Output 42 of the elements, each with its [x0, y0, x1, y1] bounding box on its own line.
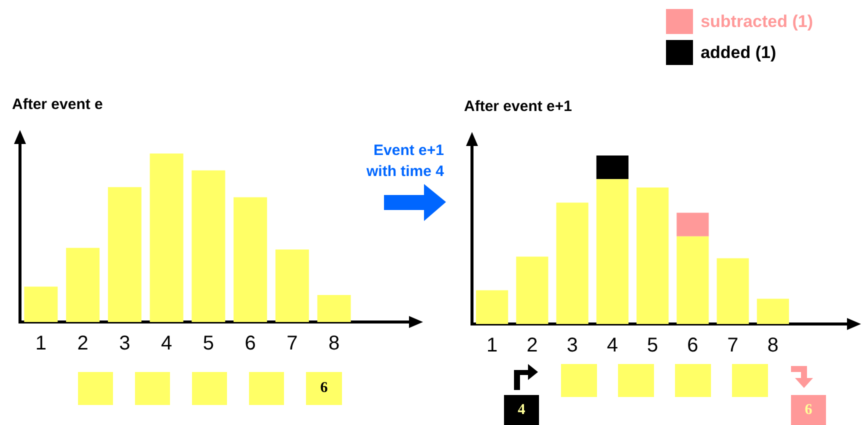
x-tick-label: 2 — [526, 334, 538, 357]
text: Event e+1 with time 4 — [365, 141, 444, 182]
x-tick-label: 4 — [606, 334, 618, 357]
text: 6 — [804, 402, 812, 418]
bar — [192, 170, 226, 322]
bar — [756, 298, 789, 324]
bar — [24, 286, 58, 322]
bar — [275, 250, 309, 322]
x-tick-label: 7 — [727, 334, 738, 357]
text: 4 — [518, 402, 526, 418]
x-tick-label: 2 — [77, 332, 88, 355]
x-tick-label: 5 — [202, 332, 214, 355]
x-tick-label: 5 — [647, 334, 658, 357]
x-tick-label: 8 — [328, 332, 340, 355]
x-tick-label: 6 — [687, 334, 698, 357]
text: 6 — [320, 380, 328, 397]
bar — [317, 295, 351, 322]
bar — [636, 188, 669, 324]
bar — [66, 248, 100, 322]
chart-title: After event e+1 — [464, 98, 572, 116]
x-tick-label: 7 — [286, 332, 298, 355]
bar — [676, 212, 709, 236]
x-tick-label: 3 — [566, 334, 578, 357]
bar — [516, 256, 548, 324]
bar — [596, 179, 628, 324]
bar — [596, 155, 628, 180]
x-tick-label: 1 — [486, 334, 498, 357]
bar — [676, 236, 709, 324]
legend-label: subtracted (1) — [700, 12, 813, 32]
x-tick-label: 6 — [244, 332, 256, 355]
legend-label: added (1) — [700, 42, 776, 62]
bar — [716, 258, 749, 324]
chart-title: After event e — [12, 96, 103, 114]
bar — [476, 290, 508, 324]
x-tick-label: 8 — [767, 334, 778, 357]
bar — [556, 202, 588, 324]
x-tick-label: 4 — [161, 332, 172, 355]
bar — [150, 153, 184, 322]
bar — [108, 187, 142, 322]
x-tick-label: 3 — [119, 332, 130, 355]
bar — [234, 197, 268, 322]
x-tick-label: 1 — [35, 332, 46, 355]
